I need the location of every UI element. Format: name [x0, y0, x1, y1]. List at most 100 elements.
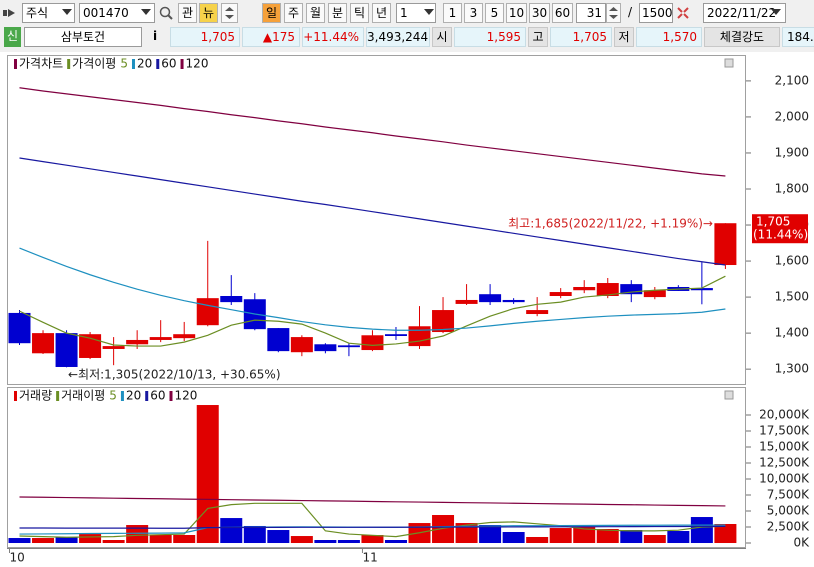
volume-bar	[526, 536, 549, 544]
volume-bar	[690, 517, 713, 544]
volume-bar	[55, 536, 78, 544]
price-panel	[7, 55, 746, 385]
candle-body	[337, 345, 360, 348]
period-button[interactable]: 일	[262, 3, 281, 23]
interval: 1	[400, 6, 408, 20]
interval-button[interactable]: 3	[464, 3, 483, 23]
candle-body	[126, 339, 149, 345]
candle-body	[361, 335, 384, 351]
volume-bar	[196, 405, 219, 544]
x-tick-label: 11	[362, 551, 377, 565]
y-tick-label: 12,500K	[759, 456, 810, 470]
settings-icon[interactable]	[675, 5, 691, 21]
candle-body	[620, 284, 643, 295]
legend-label: 60	[150, 389, 165, 403]
watch-button[interactable]: 관	[178, 3, 197, 23]
legend-swatch	[14, 391, 17, 401]
candle-body	[196, 298, 219, 326]
chart: 1,3001,4001,5001,6001,7001,8001,9002,000…	[0, 52, 814, 567]
market-select[interactable]: 주식	[22, 3, 75, 23]
legend-label: 60	[161, 57, 176, 71]
menu-icon[interactable]	[3, 7, 19, 19]
max-count-input[interactable]: 1500	[639, 3, 673, 23]
legend-swatch	[120, 391, 124, 401]
period-button[interactable]: 주	[284, 3, 303, 23]
count-spin[interactable]	[606, 3, 622, 23]
volume-bar	[714, 524, 737, 544]
y-tick-label: 17,500K	[759, 424, 810, 438]
price: 1,705	[170, 27, 240, 47]
moving-average	[19, 157, 726, 266]
legend-label: 5	[109, 389, 117, 403]
high: 1,705	[550, 27, 612, 47]
interval-select[interactable]: 1	[396, 3, 436, 23]
volume-bar	[502, 532, 525, 544]
volume-bar	[432, 515, 455, 544]
period-button[interactable]: 년	[372, 3, 391, 23]
legend-swatch	[56, 391, 60, 401]
candle-body	[643, 290, 666, 298]
y-tick-label: 10,000K	[759, 472, 810, 486]
y-tick-label: 1,600	[775, 254, 809, 268]
moving-average	[19, 247, 726, 331]
panel-button[interactable]	[724, 58, 734, 68]
legend-label: 20	[126, 389, 141, 403]
period-button[interactable]: 틱	[350, 3, 369, 23]
moving-average	[19, 502, 726, 538]
search-icon[interactable]	[157, 5, 175, 21]
count-input[interactable]: 31	[576, 3, 606, 23]
y-tick-label: 7,500K	[767, 488, 810, 502]
y-tick-label: 2,100	[775, 73, 809, 87]
candle-body	[32, 333, 55, 354]
y-tick-label: 0K	[793, 536, 810, 550]
period-button[interactable]: 월	[306, 3, 325, 23]
volume-bar	[149, 535, 172, 544]
candle-body	[549, 292, 572, 297]
chart-background	[0, 52, 814, 567]
candle-body	[220, 296, 243, 303]
code-input[interactable]: 001470	[79, 3, 155, 23]
slash: /	[627, 5, 633, 19]
volume-bar	[620, 530, 643, 544]
code: 001470	[83, 6, 129, 20]
volume-bar	[8, 538, 31, 544]
news-button[interactable]: 뉴	[199, 3, 218, 23]
volume-bar	[290, 536, 313, 544]
high-annotation: 최고:1,685(2022/11/22, +1.19%)→	[508, 217, 713, 231]
legend-label: 120	[175, 389, 198, 403]
date-select[interactable]: 2022/11/22	[703, 3, 786, 23]
rate: +11.44%	[302, 27, 364, 47]
legend-swatch	[169, 391, 173, 401]
candle-body	[290, 337, 313, 353]
volume-bar	[102, 540, 125, 544]
candle-body	[714, 223, 737, 266]
change: ▲175	[242, 27, 300, 47]
y-tick-label: 2,000	[775, 109, 809, 123]
spin-button[interactable]	[221, 3, 239, 23]
interval-button[interactable]: 5	[485, 3, 504, 23]
interval-button[interactable]: 1	[443, 3, 462, 23]
candle-body	[8, 312, 31, 344]
interval-button[interactable]: 60	[552, 3, 573, 23]
volume-bar	[267, 530, 290, 544]
volume-bar	[667, 531, 690, 544]
y-tick-label: 1,500	[775, 290, 809, 304]
panel-button[interactable]	[724, 390, 734, 400]
y-tick-label: 1,400	[775, 326, 809, 340]
y-tick-label: 20,000K	[759, 408, 810, 422]
volume-bar	[361, 535, 384, 544]
interval-button[interactable]: 30	[529, 3, 550, 23]
period-button[interactable]: 분	[328, 3, 347, 23]
legend-swatch	[67, 59, 71, 69]
candle-body	[690, 288, 713, 291]
candle-body	[55, 333, 78, 367]
interval-button[interactable]: 10	[506, 3, 527, 23]
info-button[interactable]: i	[152, 29, 158, 43]
candle-body	[408, 326, 431, 347]
market: 주식	[26, 6, 49, 20]
legend-label: 가격이평	[72, 57, 116, 71]
candle-body	[384, 334, 407, 336]
candle-body	[432, 310, 455, 333]
y-tick-label: 5,000K	[767, 504, 810, 518]
